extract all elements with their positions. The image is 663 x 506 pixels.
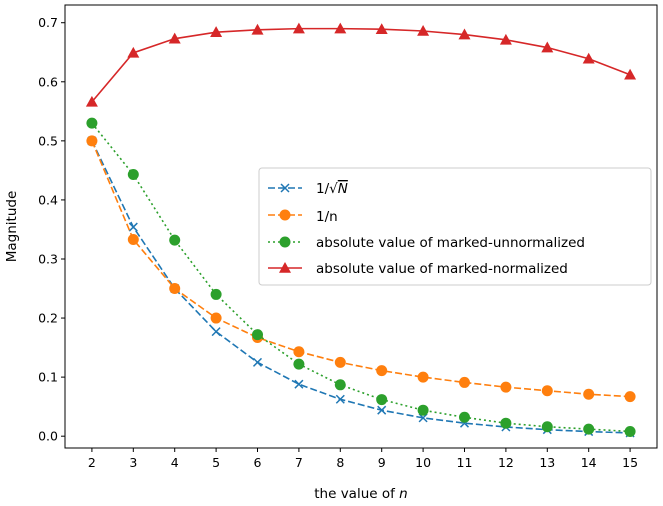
series-4-point — [499, 33, 512, 45]
legend-marker-2 — [279, 209, 291, 221]
series-4-point — [127, 46, 140, 58]
series-2-point — [127, 233, 139, 245]
series-4-point — [210, 26, 223, 37]
x-tick-label: 6 — [254, 455, 262, 470]
legend-label-3: absolute value of marked-unnormalized — [316, 235, 585, 251]
series-2-point — [541, 385, 553, 397]
legend-label-4: absolute value of marked-normalized — [316, 261, 568, 277]
series-3-point — [417, 404, 429, 416]
series-1-point — [211, 327, 221, 337]
series-3-point — [293, 358, 305, 370]
series-2-point — [169, 283, 181, 295]
x-tick-label: 5 — [212, 455, 220, 470]
x-axis-label: the value of n — [314, 486, 407, 502]
series-4-point — [375, 23, 388, 35]
series-2-line — [91, 140, 631, 398]
y-tick-label: 0.1 — [38, 370, 58, 385]
series-3-point — [458, 411, 470, 423]
legend-box — [258, 167, 652, 286]
series-3-point — [127, 169, 139, 181]
legend-label-1-sqrt: √ — [329, 181, 338, 197]
series-4-point — [85, 95, 98, 107]
x-tick-label: 14 — [581, 455, 597, 470]
y-tick-label: 0.2 — [38, 311, 58, 326]
series-3-point — [169, 234, 181, 246]
series-3-point — [210, 288, 222, 300]
series-4-point — [251, 23, 264, 35]
series-4-point — [624, 68, 637, 80]
x-axis-label-variable: n — [399, 486, 408, 502]
series-3-point — [86, 117, 98, 129]
series-1-point — [418, 413, 428, 423]
series-3-point — [624, 425, 636, 437]
series-2-point — [210, 312, 222, 324]
series-2-point — [86, 135, 98, 147]
x-tick-label: 13 — [539, 455, 555, 470]
x-tick-label: 12 — [498, 455, 514, 470]
legend-label-1-var: N — [338, 181, 348, 197]
series-3-point — [334, 379, 346, 391]
y-axis-ticks: 0.0 0.1 0.2 0.3 0.4 0.5 0.6 0.7 — [38, 15, 65, 444]
series-3-point — [376, 394, 388, 406]
series-4-point — [541, 41, 554, 53]
series-4-point — [292, 22, 305, 34]
series-1-point — [252, 357, 263, 367]
x-axis-label-text: the value of — [314, 486, 399, 502]
y-tick-label: 0.4 — [38, 192, 58, 207]
legend-label-2: 1/n — [316, 209, 338, 225]
series-3-point — [583, 423, 595, 435]
series-4-line — [91, 27, 631, 103]
series-4-point — [334, 22, 347, 34]
series-4-point — [458, 28, 471, 40]
y-tick-label: 0.6 — [38, 74, 58, 89]
series-2-point — [293, 346, 305, 358]
series-2-point — [583, 388, 595, 400]
series-2-point — [624, 391, 636, 403]
series-4-point — [168, 32, 181, 44]
y-tick-label: 0.5 — [38, 133, 58, 148]
series-2-point — [334, 356, 346, 368]
series-1-line — [91, 140, 631, 434]
series-1-point — [335, 394, 345, 404]
legend-label-1: 1/√N — [316, 181, 348, 197]
series-2-point — [500, 381, 512, 393]
y-axis-label: Magnitude — [4, 191, 20, 263]
series-3-line — [91, 122, 631, 433]
y-tick-label: 0.0 — [38, 429, 58, 444]
x-tick-label: 7 — [295, 455, 303, 470]
series-3-point — [541, 421, 553, 433]
legend: 1/√N 1/n absolute value of marked-unnorm… — [258, 167, 652, 286]
legend-marker-3 — [279, 236, 291, 248]
series-2-point — [376, 365, 388, 377]
legend-items — [268, 183, 302, 273]
series-3 — [86, 117, 636, 437]
legend-label-1-prefix: 1/ — [316, 181, 330, 197]
series-layer — [85, 22, 637, 438]
series-3-point — [500, 417, 512, 429]
series-1-point — [128, 222, 138, 232]
series-4 — [85, 22, 637, 107]
x-tick-label: 9 — [378, 455, 386, 470]
series-1-point — [294, 379, 304, 389]
x-tick-label: 15 — [622, 455, 638, 470]
series-1-point — [377, 405, 387, 415]
series-3-point — [252, 329, 264, 341]
x-axis-ticks: 2 3 4 5 6 7 8 9 10 11 12 13 14 15 — [88, 448, 638, 470]
x-tick-label: 4 — [171, 455, 179, 470]
series-4-point — [417, 24, 430, 36]
series-4-point — [582, 52, 595, 64]
x-tick-label: 2 — [88, 455, 96, 470]
x-tick-label: 10 — [415, 455, 431, 470]
x-tick-label: 11 — [457, 455, 473, 470]
x-tick-label: 3 — [129, 455, 137, 470]
y-tick-label: 0.7 — [38, 15, 58, 30]
legend-marker-4 — [279, 262, 291, 273]
series-2-point — [417, 371, 429, 383]
x-tick-label: 8 — [336, 455, 344, 470]
series-2-point — [458, 376, 470, 388]
legend-marker-1 — [280, 183, 290, 193]
y-tick-label: 0.3 — [38, 251, 58, 266]
plot-frame — [64, 4, 658, 449]
